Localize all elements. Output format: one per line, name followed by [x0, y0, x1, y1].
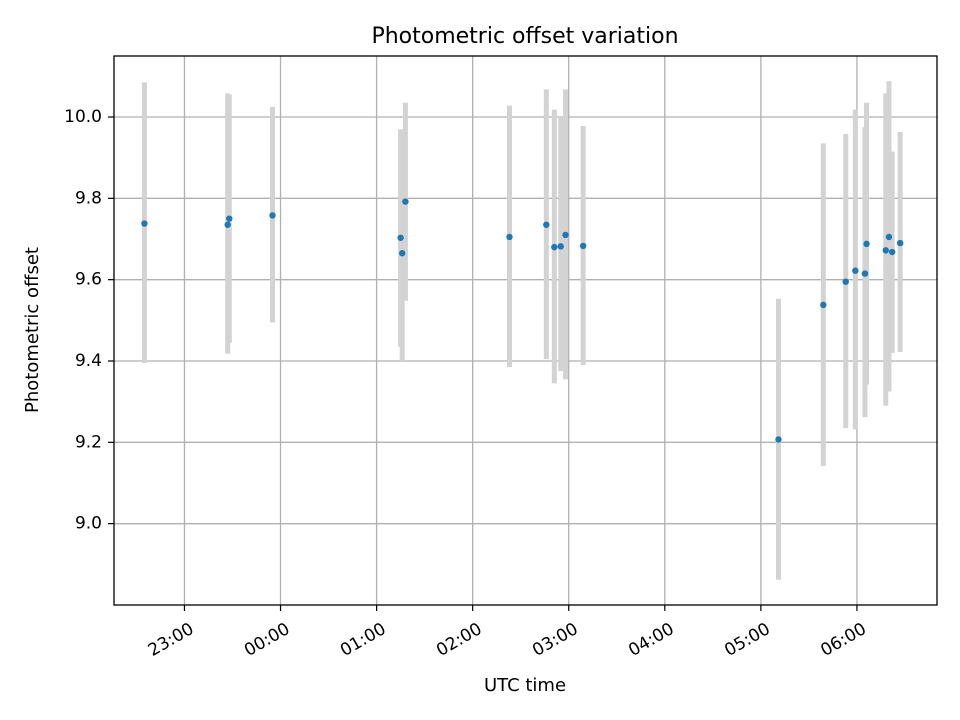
y-axis-label: Photometric offset — [22, 247, 43, 413]
data-point — [775, 436, 782, 443]
data-point — [543, 221, 550, 228]
data-point — [888, 248, 896, 256]
data-point — [399, 250, 406, 257]
data-point — [397, 234, 404, 241]
data-point — [885, 233, 893, 241]
data-point — [863, 240, 870, 248]
data-point — [551, 243, 558, 251]
y-tick-label: 9.8 — [75, 188, 102, 208]
data-point — [896, 239, 904, 247]
data-point — [852, 267, 859, 274]
data-point — [861, 270, 869, 277]
plot-frame — [113, 55, 938, 606]
data-point — [579, 242, 587, 250]
y-tick-label: 9.0 — [75, 514, 102, 534]
data-point — [226, 215, 233, 222]
data-point — [141, 220, 148, 227]
chart-title: Photometric offset variation — [371, 24, 678, 49]
data-point — [557, 243, 564, 250]
data-point — [562, 231, 569, 239]
data-point — [820, 301, 827, 309]
data-point — [882, 247, 889, 254]
data-points — [141, 198, 904, 443]
data-point — [842, 278, 849, 285]
data-point — [269, 212, 276, 219]
y-tick-label: 9.2 — [75, 432, 102, 452]
y-axis-ticks: 9.0 9.2 9.4 9.6 9.8 10.0 — [64, 107, 114, 534]
y-tick-label: 9.6 — [75, 270, 102, 290]
x-axis-label: UTC time — [484, 675, 566, 696]
data-point — [506, 233, 513, 241]
y-tick-label: 9.4 — [75, 351, 102, 371]
data-point — [402, 198, 409, 205]
y-tick-label: 10.0 — [64, 107, 102, 127]
data-point — [224, 221, 231, 228]
